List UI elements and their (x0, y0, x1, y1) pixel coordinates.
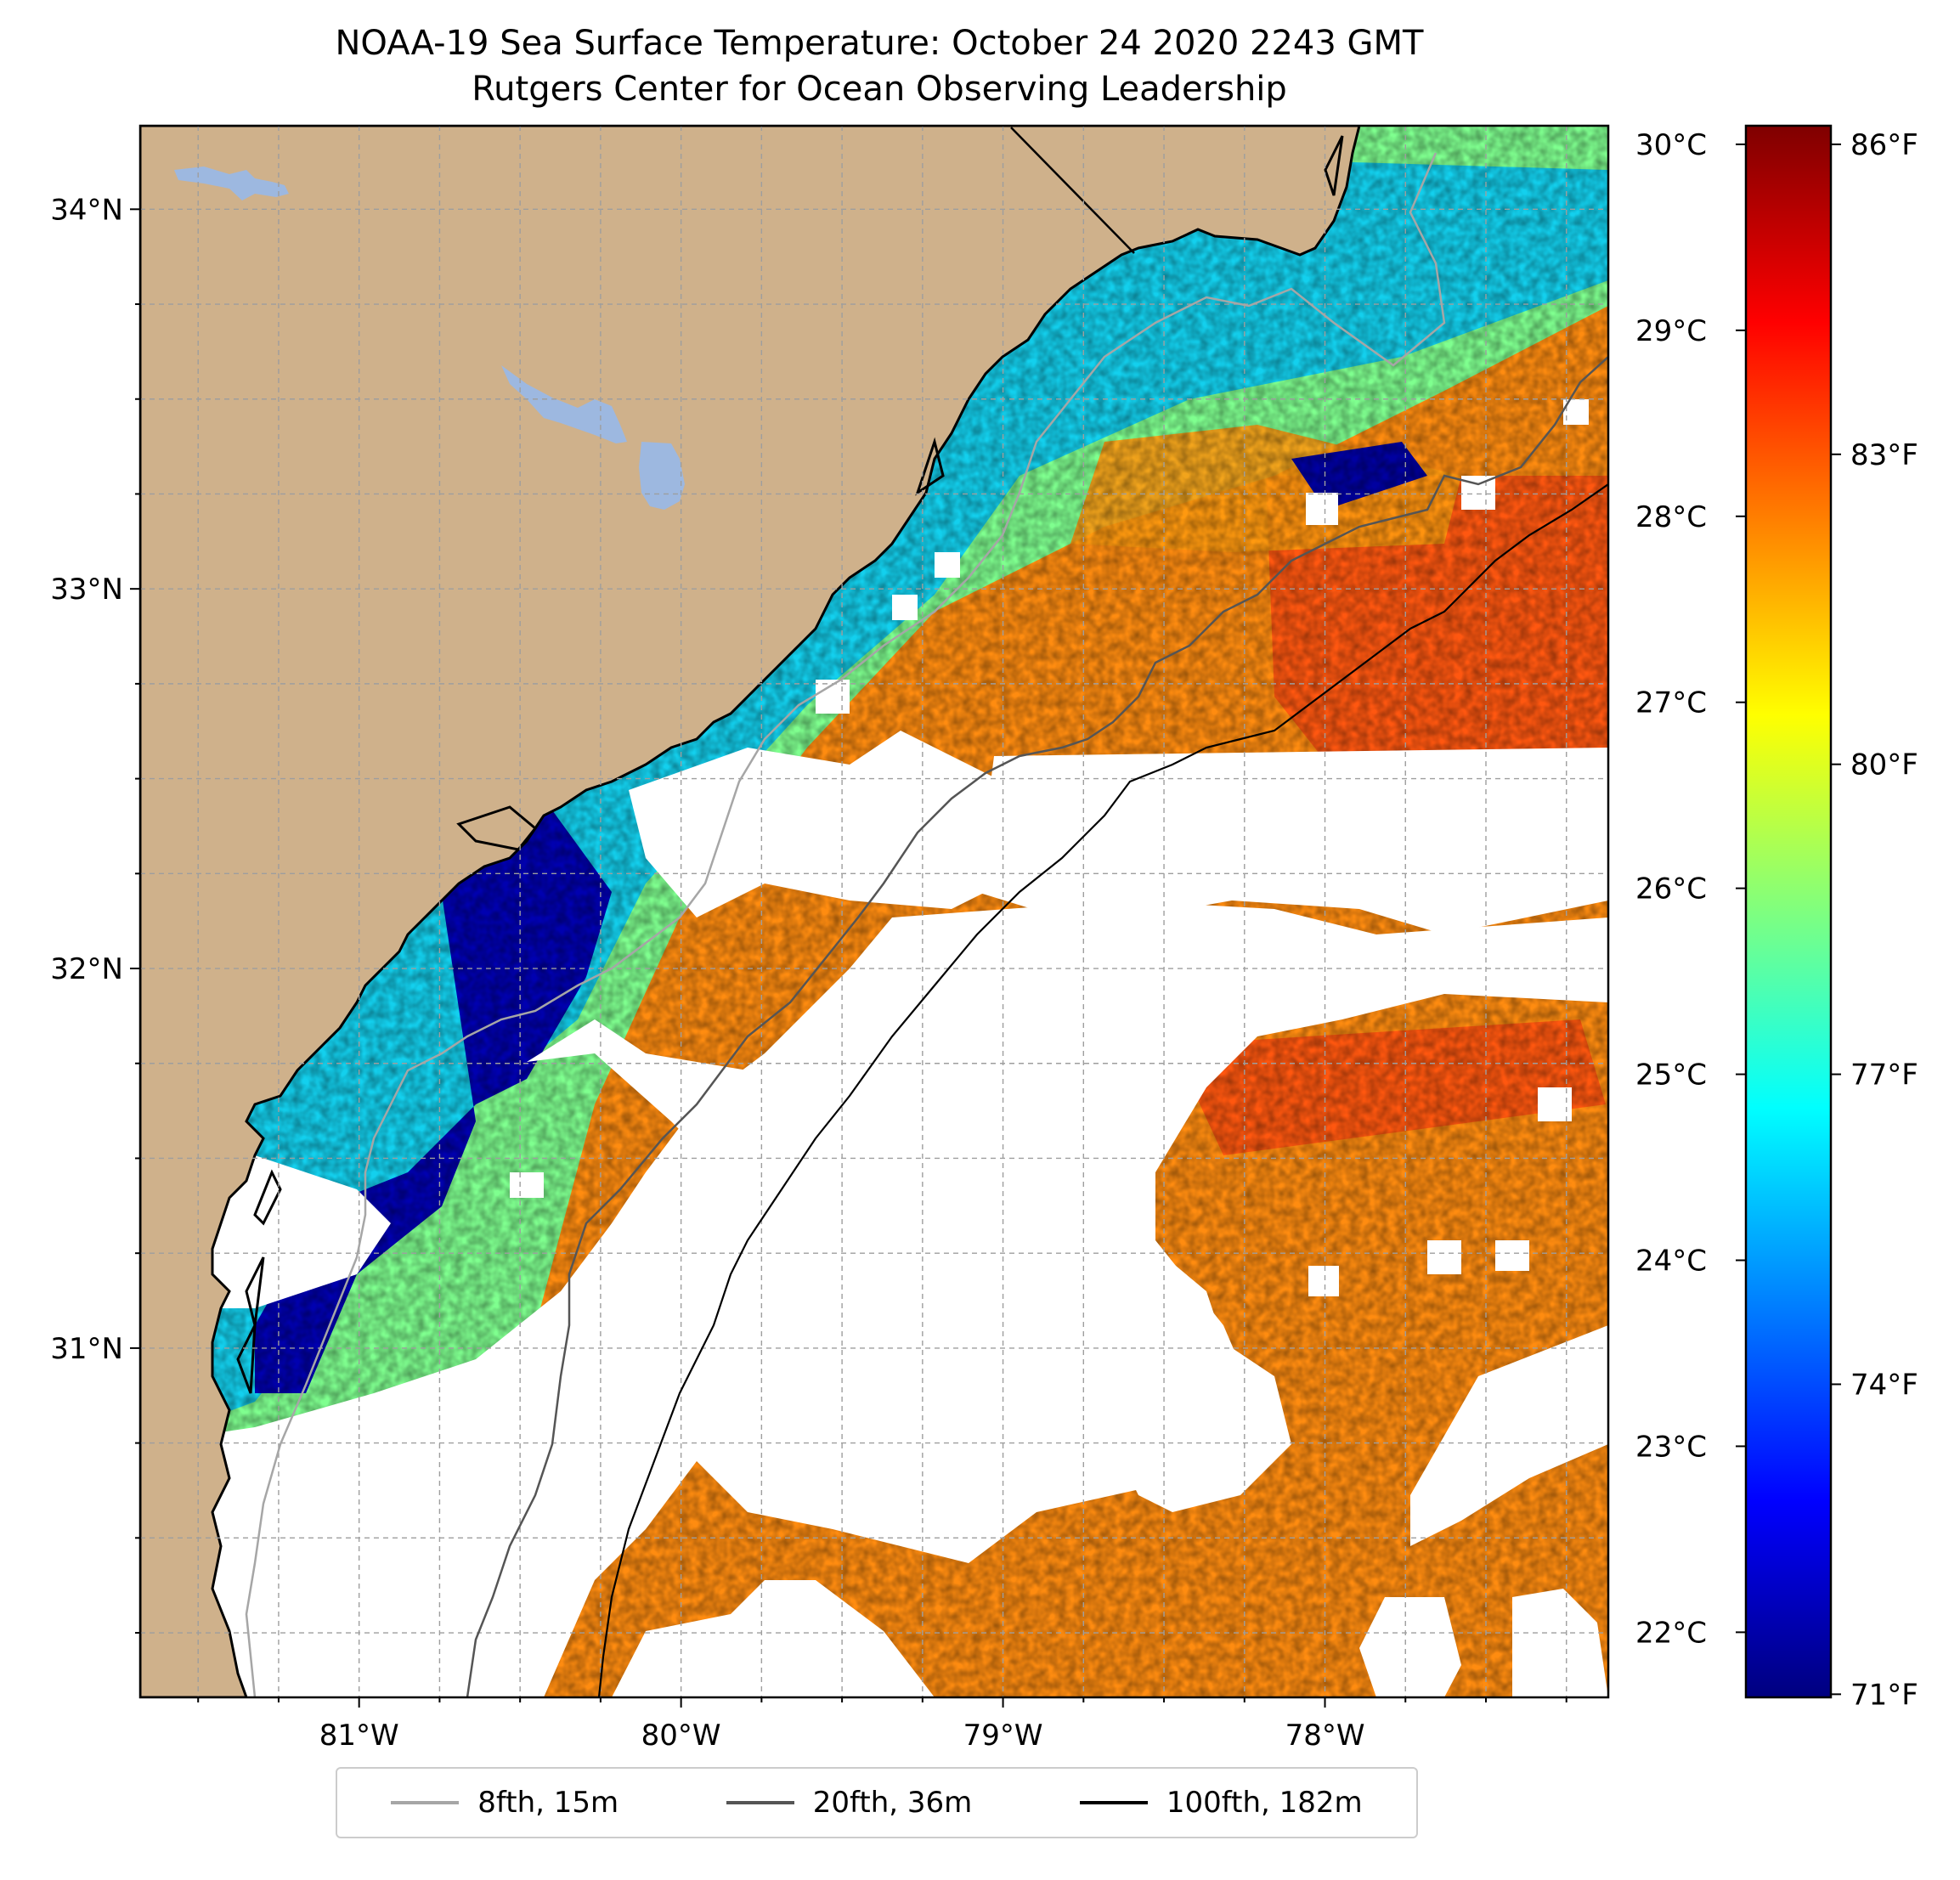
isobath-20fth (466, 356, 1608, 1697)
fahrenheit-tick-label: 74°F (1850, 1368, 1918, 1402)
colorbar-bar (1744, 124, 1833, 1699)
legend-swatch-20fth (726, 1801, 794, 1804)
legend-swatch-100fth (1079, 1801, 1148, 1804)
isobath-8fth (245, 152, 1446, 1697)
fahrenheit-tick-label: 83°F (1850, 438, 1918, 472)
lat-tick-label: 32°N (50, 952, 123, 986)
lon-tick-label: 81°W (319, 1719, 399, 1753)
celsius-tick-label: 25°C (1635, 1059, 1707, 1092)
legend-label-100fth: 100fth, 182m (1166, 1786, 1363, 1820)
map-plot-area (140, 126, 1608, 1697)
legend-item-20fth: 20fth, 36m (726, 1786, 973, 1820)
celsius-tick-label: 30°C (1635, 128, 1707, 162)
lakes (174, 167, 685, 510)
fahrenheit-tick-label: 80°F (1850, 748, 1918, 782)
lat-tick-label: 33°N (50, 573, 123, 607)
barrier-islands (236, 135, 1344, 1394)
map-subtitle: Rutgers Center for Ocean Observing Leade… (472, 70, 1287, 109)
celsius-tick-label: 23°C (1635, 1430, 1707, 1464)
legend-item-8fth: 8fth, 15m (391, 1786, 619, 1820)
legend-label-8fth: 8fth, 15m (477, 1786, 619, 1820)
map-axis-ticks: 81°W 80°W 79°W 78°W 34°N 33°N 32°N 31°N (50, 193, 1567, 1753)
lon-tick-label: 79°W (963, 1719, 1043, 1753)
celsius-tick-label: 24°C (1635, 1245, 1707, 1279)
celsius-tick-label: 27°C (1635, 686, 1707, 720)
fahrenheit-tick-label: 86°F (1850, 128, 1918, 162)
lat-tick-label: 31°N (50, 1332, 123, 1366)
celsius-tick-label: 22°C (1635, 1616, 1707, 1650)
lat-tick-label: 34°N (50, 193, 123, 227)
colorbar-ticks: 30°C 29°C 28°C 27°C 26°C 25°C 24°C 23°C 22°C 86°F… (1635, 128, 1918, 1712)
gridlines (140, 126, 1608, 1697)
land-mass (140, 126, 1361, 1697)
celsius-tick-label: 29°C (1635, 314, 1707, 348)
state-border (1010, 127, 1135, 254)
cloud-mask (140, 399, 1608, 1697)
map-frame (138, 124, 1610, 1699)
lon-tick-label: 80°W (641, 1719, 721, 1753)
legend-item-100fth: 100fth, 182m (1079, 1786, 1363, 1820)
legend-label-20fth: 20fth, 36m (812, 1786, 973, 1820)
isobath-legend: 8fth, 15m 20fth, 36m 100fth, 182m (336, 1767, 1418, 1838)
celsius-tick-label: 26°C (1635, 872, 1707, 906)
fahrenheit-tick-label: 77°F (1850, 1059, 1918, 1092)
map-title: NOAA-19 Sea Surface Temperature: October… (335, 24, 1424, 63)
isobath-100fth (597, 483, 1608, 1697)
lon-tick-label: 78°W (1285, 1719, 1365, 1753)
celsius-tick-label: 28°C (1635, 500, 1707, 534)
fahrenheit-tick-label: 71°F (1850, 1678, 1918, 1712)
legend-swatch-8fth (391, 1801, 460, 1804)
